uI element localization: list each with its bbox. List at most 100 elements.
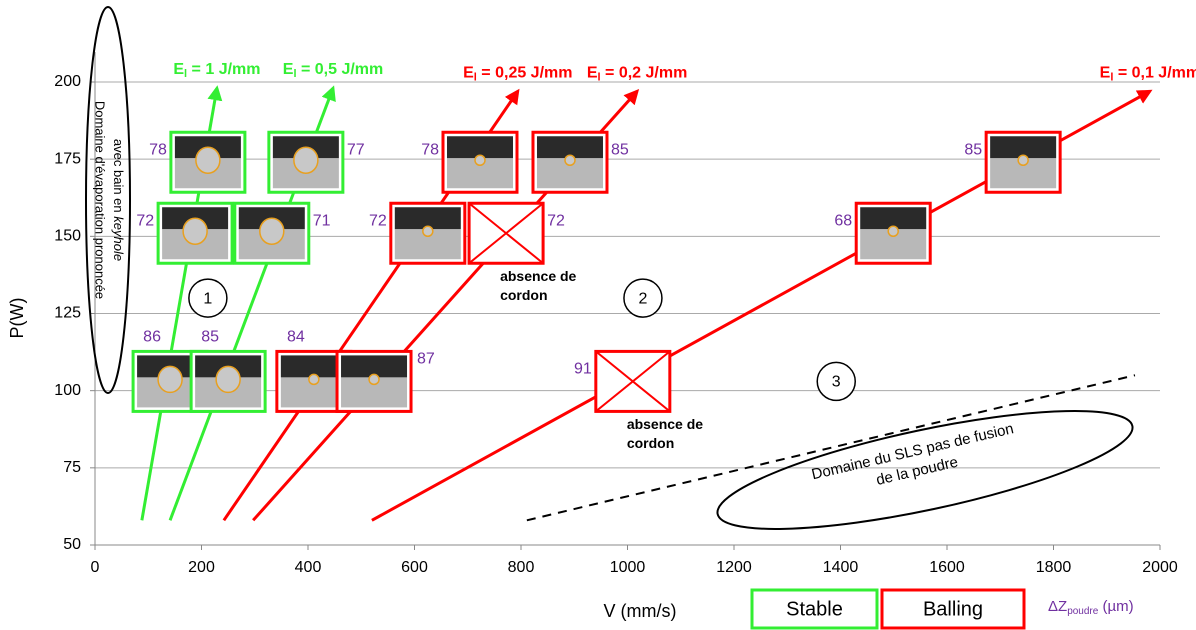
note-text: avec bain en bbox=[111, 139, 126, 216]
series-label: El = 0,5 J/mm bbox=[283, 61, 383, 80]
micrograph-top bbox=[536, 136, 603, 159]
y-tick-label: 125 bbox=[54, 305, 81, 322]
legend: Stable Balling ΔZpoudre (µm) bbox=[750, 588, 1134, 630]
x-tick-label: 1200 bbox=[716, 559, 752, 576]
melt-pool bbox=[215, 365, 241, 394]
x-tick-label: 1600 bbox=[929, 559, 965, 576]
label-main: E bbox=[283, 61, 294, 78]
keyhole-note: Domaine d'évaporation prononcée avec bai… bbox=[93, 101, 126, 299]
y-tick-label: 75 bbox=[63, 459, 81, 476]
dz-label: 78 bbox=[149, 141, 167, 158]
x-tick-label: 1800 bbox=[1036, 559, 1072, 576]
micrograph-top bbox=[341, 355, 408, 378]
dz-label: 86 bbox=[143, 329, 161, 346]
sample bbox=[854, 201, 932, 265]
sample bbox=[233, 201, 311, 265]
region-circle bbox=[188, 278, 228, 318]
label-rest: = 0,2 J/mm bbox=[601, 64, 688, 81]
keyhole-ellipse bbox=[85, 6, 131, 394]
dz-label: 85 bbox=[201, 329, 219, 346]
dz-label: 72 bbox=[369, 212, 387, 229]
region-label: 2 bbox=[638, 290, 647, 307]
dz-label: 78 bbox=[421, 141, 439, 158]
region-label: 1 bbox=[203, 290, 212, 307]
melt-pool bbox=[564, 154, 576, 167]
melt-pool bbox=[195, 146, 221, 175]
dz-label: 71 bbox=[313, 212, 331, 229]
dz-label: 87 bbox=[417, 351, 435, 368]
note-line: Domaine d'évaporation prononcée bbox=[93, 101, 108, 299]
melt-pool bbox=[182, 217, 208, 245]
y-tick-label: 200 bbox=[54, 73, 81, 90]
legend-label: Stable bbox=[786, 598, 843, 620]
dz-legend: ΔZpoudre (µm) bbox=[1048, 598, 1134, 617]
melt-pool bbox=[157, 365, 183, 394]
absence-label: absence de bbox=[500, 268, 576, 284]
series-label: El = 0,1 J/mm bbox=[1100, 64, 1196, 83]
y-tick-label: 150 bbox=[54, 228, 81, 245]
x-tick-label: 1000 bbox=[610, 559, 646, 576]
dz-label: 72 bbox=[547, 212, 565, 229]
cross bbox=[468, 202, 544, 265]
melt-pool bbox=[368, 373, 380, 386]
absence-label: cordon bbox=[500, 287, 547, 303]
label-main: E bbox=[587, 64, 598, 81]
dz-rest: (µm) bbox=[1098, 598, 1133, 615]
note-line: avec bain en keyhole bbox=[111, 139, 126, 261]
series-label: El = 0,2 J/mm bbox=[587, 64, 687, 83]
dz-label: 85 bbox=[611, 141, 629, 158]
sample bbox=[156, 201, 234, 265]
region-label: 3 bbox=[832, 374, 841, 391]
sample bbox=[467, 201, 545, 265]
sample bbox=[335, 349, 413, 413]
legend-box bbox=[750, 588, 879, 630]
x-tick-label: 400 bbox=[295, 559, 322, 576]
y-axis-title: P(W) bbox=[7, 298, 27, 339]
label-main: E bbox=[1100, 64, 1111, 81]
label-sub: l bbox=[184, 68, 187, 80]
melt-pool bbox=[1017, 154, 1029, 167]
melt-pool bbox=[474, 154, 486, 167]
label-sub: l bbox=[598, 71, 601, 83]
label-rest: = 0,25 J/mm bbox=[477, 64, 573, 81]
y-tick-label: 50 bbox=[63, 536, 81, 553]
x-tick-label: 0 bbox=[91, 559, 100, 576]
micrograph-top bbox=[394, 207, 461, 230]
legend-box bbox=[880, 588, 1026, 630]
dz-label: 72 bbox=[136, 212, 154, 229]
sample bbox=[531, 130, 609, 194]
melt-pool bbox=[422, 225, 434, 237]
cross bbox=[595, 350, 671, 413]
sls-ellipse bbox=[716, 410, 1134, 530]
region-circle bbox=[816, 361, 856, 402]
sample bbox=[267, 130, 345, 194]
micrograph-top bbox=[446, 136, 513, 159]
sample bbox=[441, 130, 519, 194]
label-sub: l bbox=[1110, 71, 1113, 83]
x-tick-label: 600 bbox=[401, 559, 428, 576]
micrograph-top bbox=[860, 207, 927, 230]
dz-label: 91 bbox=[574, 361, 592, 378]
absence-label: absence de bbox=[627, 416, 703, 432]
sample bbox=[594, 349, 672, 413]
sample bbox=[189, 349, 267, 413]
absence-label: cordon bbox=[627, 435, 674, 451]
region-circle bbox=[623, 278, 663, 318]
label-rest: = 1 J/mm bbox=[187, 61, 260, 78]
x-tick-label: 2000 bbox=[1142, 559, 1178, 576]
x-tick-label: 200 bbox=[188, 559, 215, 576]
label-rest: = 0,5 J/mm bbox=[297, 61, 384, 78]
micrograph-top bbox=[280, 355, 347, 378]
melt-pool bbox=[293, 146, 319, 175]
melt-pool bbox=[887, 225, 899, 237]
x-tick-label: 1400 bbox=[823, 559, 859, 576]
label-sub: l bbox=[474, 71, 477, 83]
dz-label: 77 bbox=[347, 141, 365, 158]
legend-label: Balling bbox=[923, 598, 983, 620]
dz-sub: poudre bbox=[1067, 606, 1099, 617]
sls-note: Domaine du SLS pas de fusion de la poudr… bbox=[810, 420, 1015, 489]
boundary-line bbox=[526, 374, 1136, 522]
series-label: El = 0,25 J/mm bbox=[463, 64, 572, 83]
